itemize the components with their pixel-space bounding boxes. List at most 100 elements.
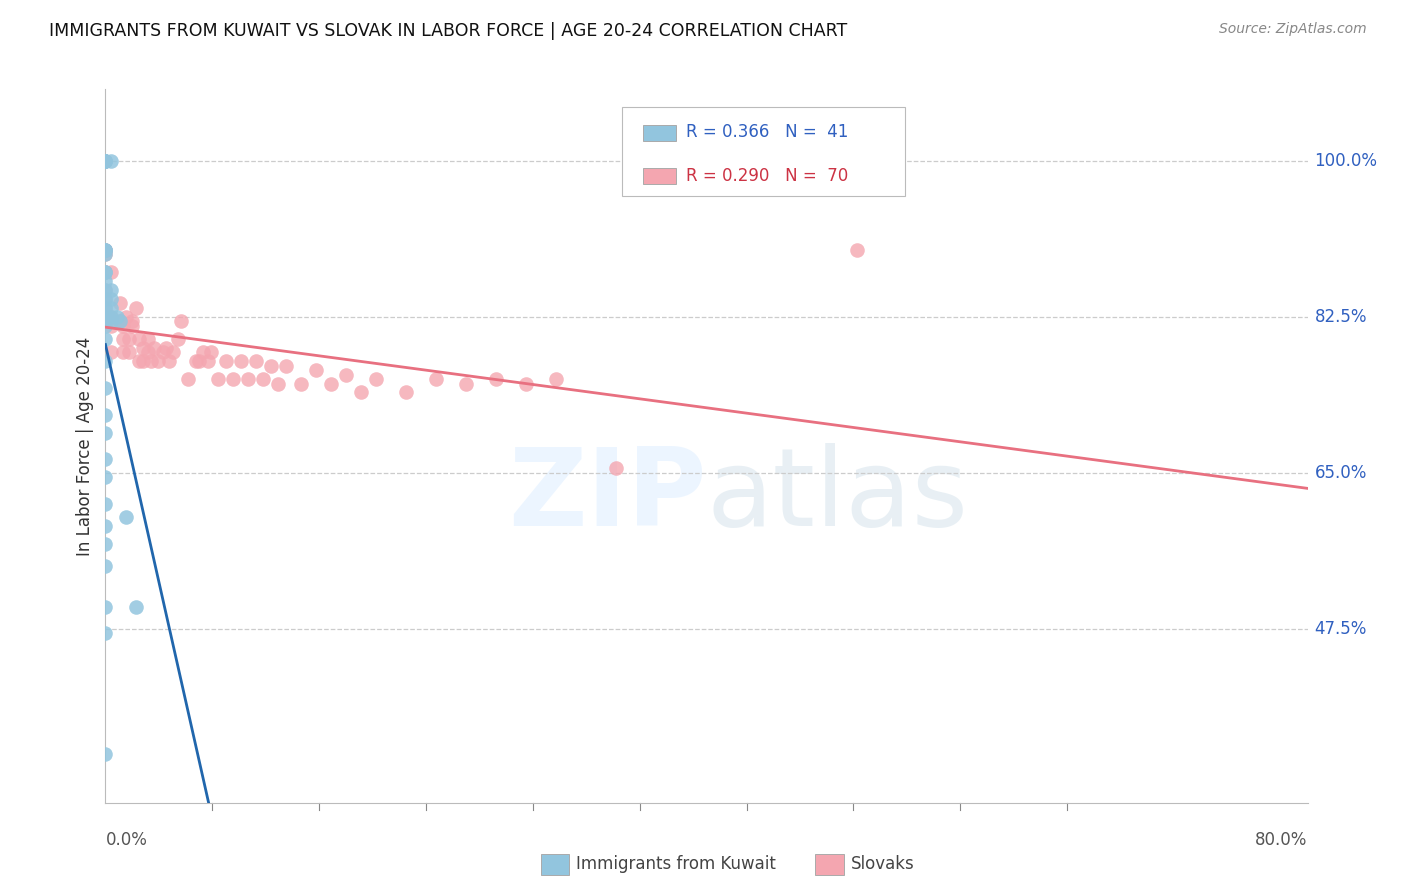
Point	[94, 497, 117, 511]
Point	[124, 301, 146, 315]
FancyBboxPatch shape	[623, 107, 905, 196]
Point	[132, 354, 155, 368]
Text: Immigrants from Kuwait: Immigrants from Kuwait	[576, 855, 776, 873]
Point	[100, 310, 122, 324]
Point	[94, 301, 117, 315]
Point	[94, 292, 117, 306]
Point	[94, 301, 117, 315]
Point	[184, 354, 207, 368]
Point	[94, 425, 117, 440]
Point	[364, 372, 387, 386]
Point	[94, 354, 117, 368]
Point	[197, 354, 219, 368]
Point	[100, 283, 122, 297]
Point	[274, 359, 297, 373]
Point	[94, 332, 117, 346]
Point	[350, 385, 373, 400]
Point	[121, 314, 143, 328]
Point	[94, 153, 117, 168]
Point	[425, 372, 447, 386]
Point	[112, 318, 135, 333]
Point	[238, 372, 260, 386]
Point	[136, 332, 159, 346]
Point	[94, 381, 117, 395]
Point	[94, 283, 117, 297]
Point	[136, 345, 159, 359]
Point	[142, 341, 165, 355]
Text: ZIP: ZIP	[508, 443, 707, 549]
Point	[115, 510, 138, 524]
Point	[132, 341, 155, 355]
Point	[319, 376, 342, 391]
Point	[94, 292, 117, 306]
Point	[94, 153, 117, 168]
Point	[94, 599, 117, 614]
Point	[121, 318, 143, 333]
Text: Source: ZipAtlas.com: Source: ZipAtlas.com	[1219, 22, 1367, 37]
Point	[146, 354, 169, 368]
Point	[207, 372, 229, 386]
Point	[100, 310, 122, 324]
Text: 82.5%: 82.5%	[1315, 308, 1367, 326]
Point	[100, 345, 122, 359]
Text: 100.0%: 100.0%	[1315, 152, 1378, 169]
Point	[94, 243, 117, 257]
Point	[94, 283, 117, 297]
Point	[485, 372, 508, 386]
Point	[157, 354, 180, 368]
Point	[94, 747, 117, 761]
Point	[110, 314, 132, 328]
Bar	[643, 169, 676, 184]
Point	[222, 372, 245, 386]
Point	[305, 363, 328, 377]
Point	[139, 354, 162, 368]
Point	[100, 153, 122, 168]
Point	[128, 354, 150, 368]
Point	[94, 265, 117, 279]
Point	[94, 243, 117, 257]
Point	[187, 354, 209, 368]
Text: 65.0%: 65.0%	[1315, 464, 1367, 482]
Point	[94, 310, 117, 324]
Point	[155, 341, 177, 355]
Point	[107, 310, 129, 324]
Point	[94, 153, 117, 168]
Point	[115, 310, 138, 324]
Point	[214, 354, 236, 368]
Point	[100, 265, 122, 279]
Text: R = 0.366   N =  41: R = 0.366 N = 41	[686, 123, 848, 141]
Bar	[643, 125, 676, 141]
Point	[166, 332, 188, 346]
Point	[94, 243, 117, 257]
Point	[100, 318, 122, 333]
Point	[110, 314, 132, 328]
Text: Slovaks: Slovaks	[851, 855, 914, 873]
Point	[229, 354, 252, 368]
Point	[94, 559, 117, 574]
Point	[124, 599, 146, 614]
Point	[94, 247, 117, 261]
Point	[169, 314, 191, 328]
Point	[94, 247, 117, 261]
Point	[162, 345, 184, 359]
Point	[94, 408, 117, 422]
Text: atlas: atlas	[707, 443, 969, 549]
Text: R = 0.290   N =  70: R = 0.290 N = 70	[686, 167, 848, 185]
Point	[94, 318, 117, 333]
Point	[515, 376, 537, 391]
Point	[94, 452, 117, 467]
Point	[100, 301, 122, 315]
Point	[395, 385, 418, 400]
Point	[290, 376, 312, 391]
Point	[94, 153, 117, 168]
Point	[94, 274, 117, 288]
Point	[152, 345, 174, 359]
Point	[94, 265, 117, 279]
Point	[335, 368, 357, 382]
Point	[94, 153, 117, 168]
Point	[191, 345, 214, 359]
Text: 0.0%: 0.0%	[105, 830, 148, 848]
Point	[94, 537, 117, 551]
Point	[94, 265, 117, 279]
Point	[110, 296, 132, 310]
